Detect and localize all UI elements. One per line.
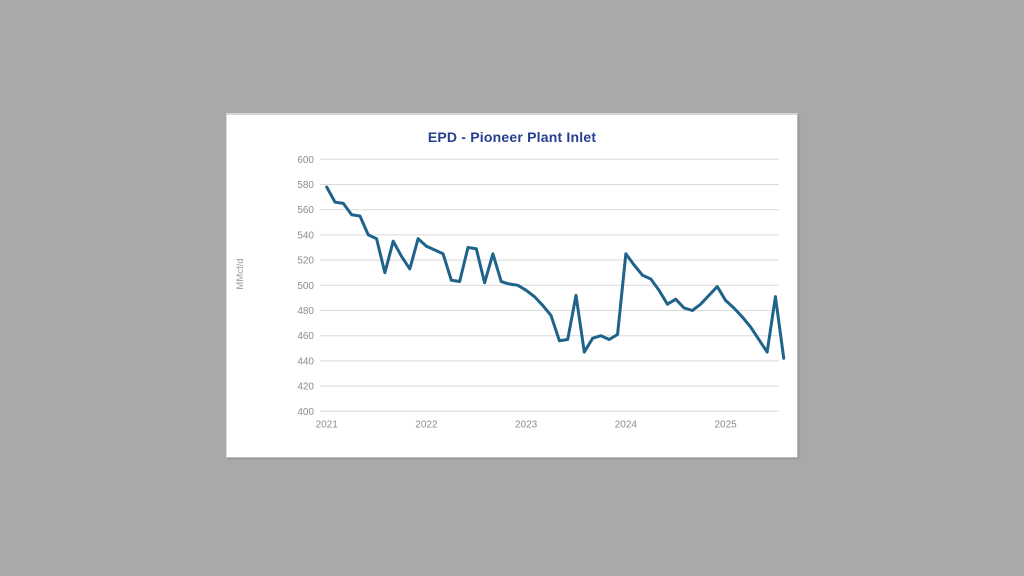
svg-text:500: 500 xyxy=(297,281,314,292)
svg-text:520: 520 xyxy=(297,256,314,267)
svg-text:400: 400 xyxy=(297,407,314,418)
svg-text:560: 560 xyxy=(297,205,314,216)
svg-text:2021: 2021 xyxy=(316,419,339,430)
chart-title: EPD - Pioneer Plant Inlet xyxy=(427,129,597,145)
svg-text:540: 540 xyxy=(297,230,314,241)
svg-text:600: 600 xyxy=(297,155,314,166)
gridlines xyxy=(320,158,779,412)
svg-text:440: 440 xyxy=(297,356,314,367)
x-axis-tick-labels: 2021 2022 2023 2024 2025 xyxy=(316,419,738,430)
svg-text:480: 480 xyxy=(297,306,314,317)
chart-card: EPD - Pioneer Plant Inlet MMcf/d 400 420 4… xyxy=(226,113,798,458)
svg-text:2022: 2022 xyxy=(415,419,438,430)
svg-text:2025: 2025 xyxy=(714,419,737,430)
data-series-line xyxy=(325,185,786,360)
svg-text:2024: 2024 xyxy=(615,419,638,430)
y-axis-tick-labels: 400 420 440 460 480 500 520 540 560 580 600 xyxy=(297,155,314,418)
svg-text:2023: 2023 xyxy=(515,419,538,430)
svg-text:580: 580 xyxy=(297,180,314,191)
svg-text:460: 460 xyxy=(297,331,314,342)
svg-text:420: 420 xyxy=(297,382,314,393)
